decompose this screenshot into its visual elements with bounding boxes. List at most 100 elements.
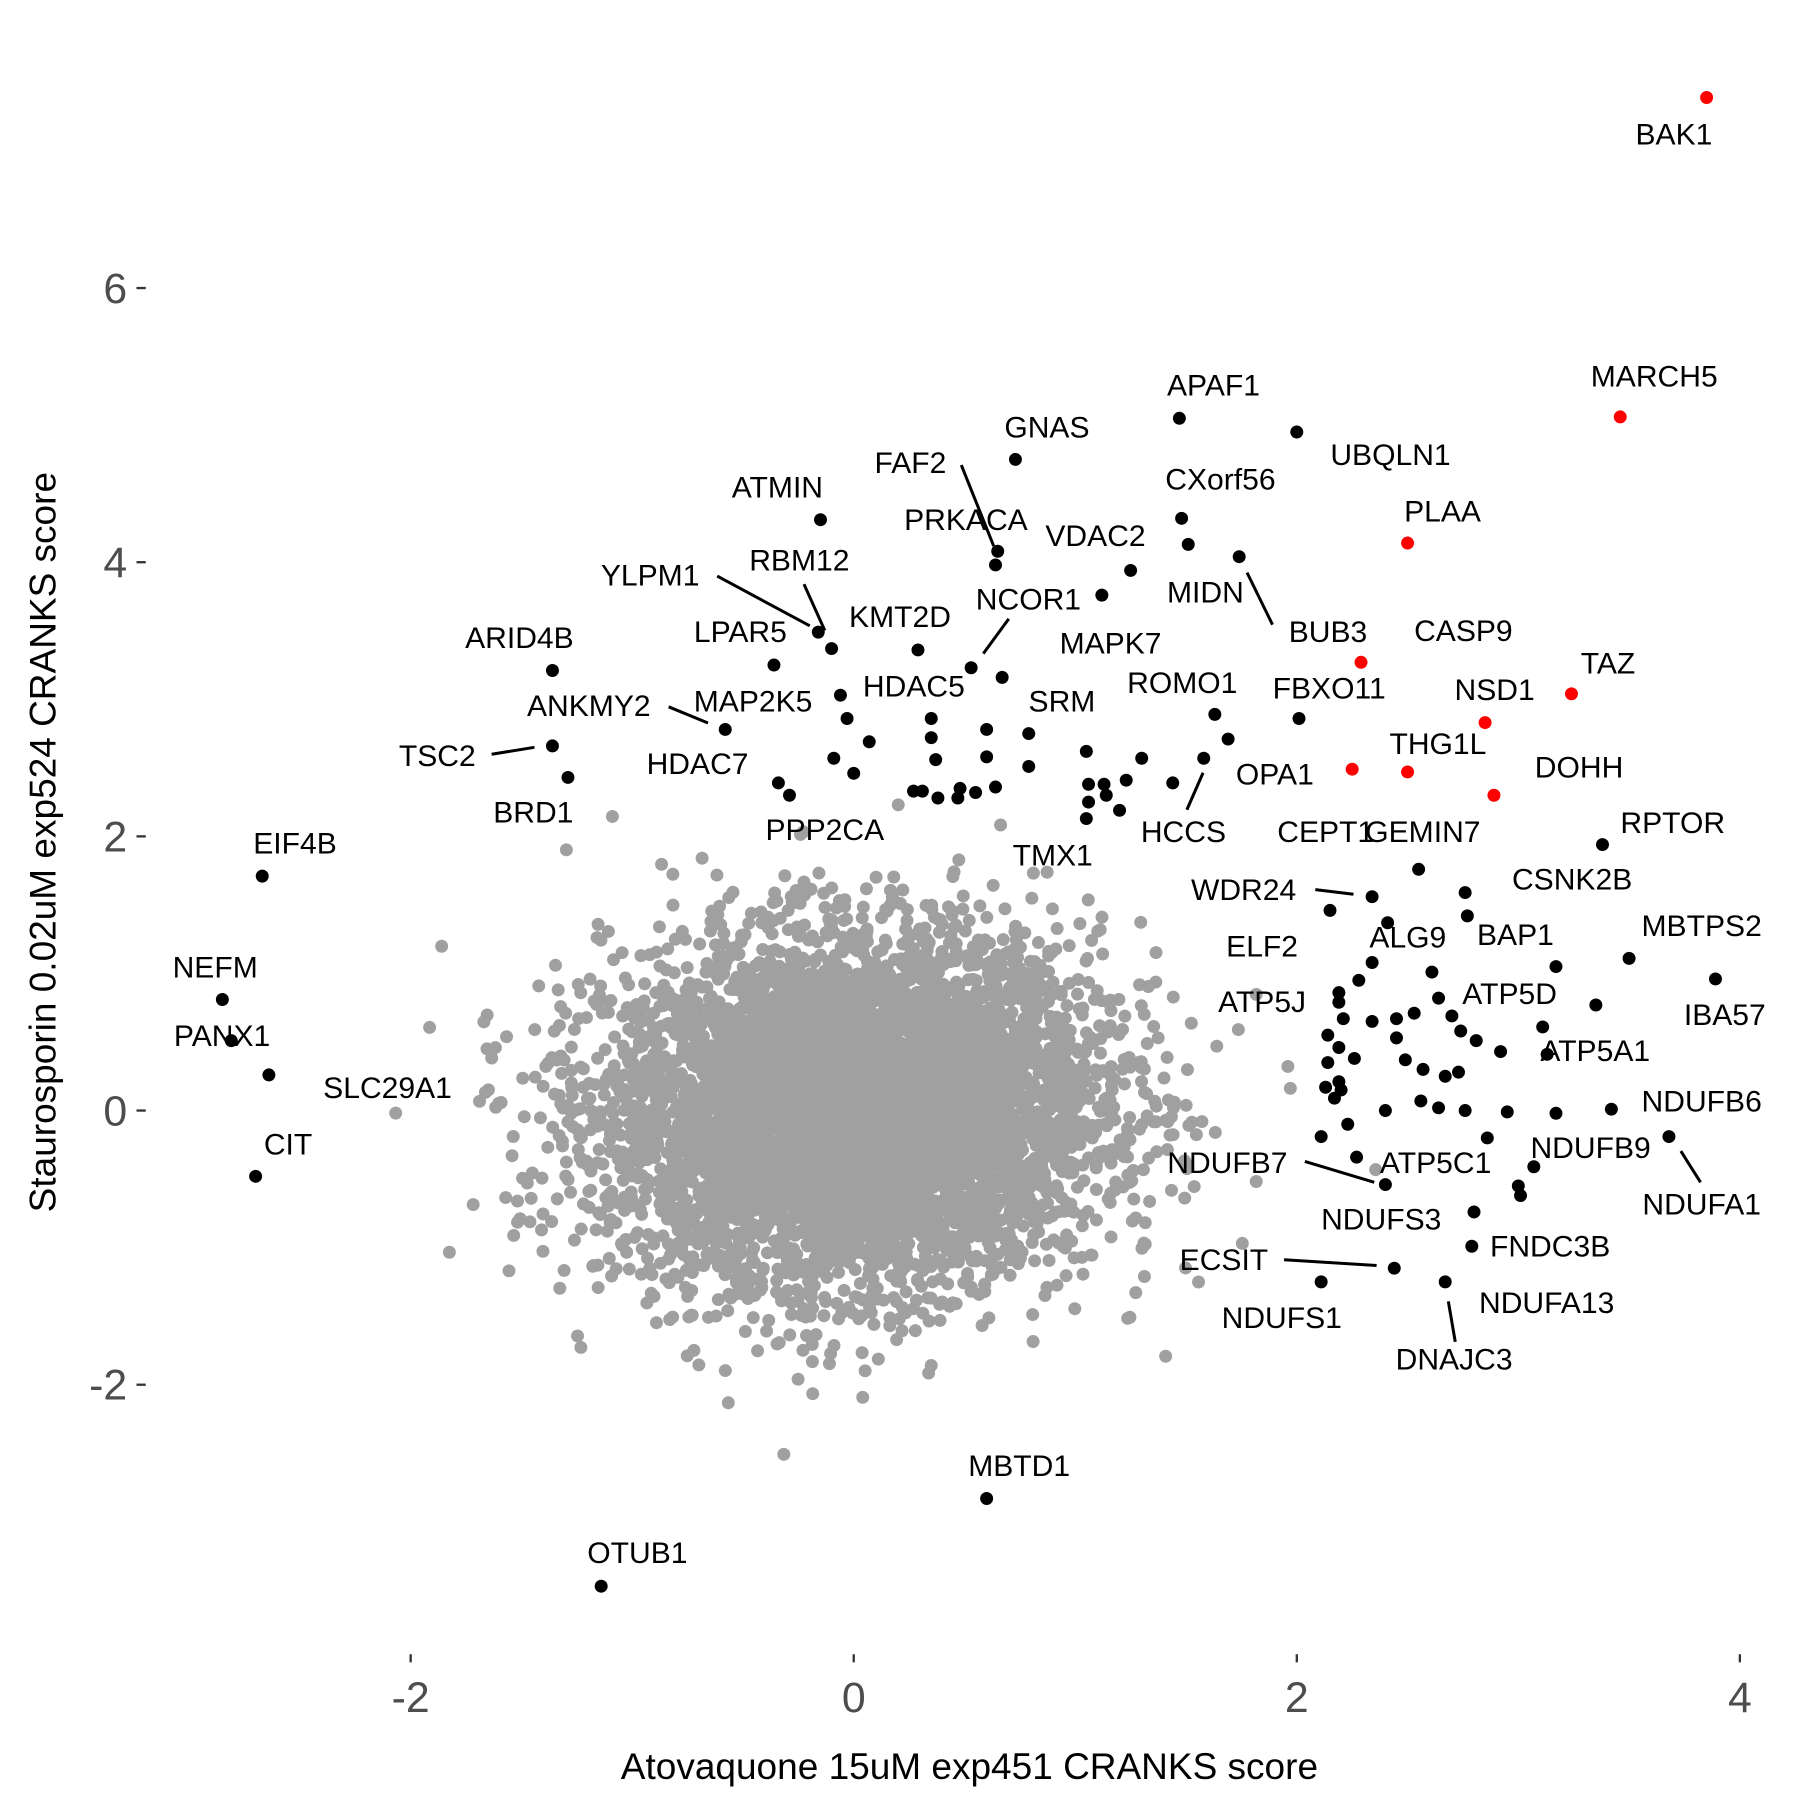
background-point	[685, 1266, 699, 1279]
background-point	[760, 1324, 774, 1338]
background-point	[969, 1249, 983, 1263]
background-point	[1055, 1191, 1069, 1205]
background-point	[586, 1259, 600, 1273]
background-point	[1135, 1118, 1149, 1132]
background-point	[1231, 1023, 1245, 1037]
background-point	[1281, 1059, 1295, 1073]
background-point	[604, 994, 618, 1008]
background-point	[891, 798, 905, 812]
background-point	[913, 922, 927, 936]
background-point	[1147, 1020, 1161, 1034]
background-point	[1140, 1087, 1154, 1101]
background-point	[713, 1226, 727, 1240]
background-point	[1104, 1230, 1118, 1244]
background-point	[863, 1300, 877, 1314]
background-point	[564, 1076, 578, 1090]
background-point	[765, 927, 779, 941]
background-point	[587, 994, 601, 1008]
background-point	[730, 1276, 743, 1290]
background-point	[574, 1222, 588, 1236]
background-point	[1037, 1093, 1051, 1107]
background-point	[1192, 1275, 1206, 1289]
background-point	[619, 1092, 633, 1106]
background-point	[554, 1049, 568, 1063]
background-point	[665, 1136, 679, 1150]
background-point	[1060, 999, 1074, 1013]
background-point	[1140, 1037, 1154, 1050]
background-point	[962, 913, 976, 927]
background-point	[545, 1215, 559, 1229]
background-point	[605, 809, 619, 823]
background-point	[1089, 1183, 1103, 1196]
background-point	[584, 1183, 598, 1197]
background-point	[718, 1268, 732, 1282]
background-point	[565, 1088, 579, 1102]
background-point	[1123, 1310, 1137, 1324]
background-point	[650, 945, 664, 959]
background-point	[511, 1194, 524, 1208]
background-point	[1160, 1143, 1174, 1157]
background-point	[602, 1251, 616, 1265]
background-point	[837, 914, 851, 927]
background-point	[777, 1447, 791, 1461]
background-point	[941, 1277, 955, 1291]
background-point	[970, 952, 984, 966]
background-point	[557, 1263, 571, 1277]
background-point	[952, 853, 966, 867]
background-point	[1159, 1349, 1173, 1363]
background-point	[1052, 1236, 1066, 1250]
background-point	[719, 1236, 733, 1250]
background-point	[1182, 1118, 1196, 1132]
background-point	[796, 1210, 810, 1224]
background-point	[856, 1390, 870, 1404]
background-point	[697, 1259, 711, 1272]
background-point	[1062, 976, 1076, 990]
background-point	[832, 1312, 846, 1326]
background-point	[796, 1343, 810, 1357]
background-point	[856, 900, 870, 914]
background-point	[709, 1236, 723, 1250]
background-point	[1116, 1062, 1130, 1076]
background-point	[1142, 1151, 1156, 1165]
background-point	[652, 920, 666, 934]
background-point	[502, 1264, 516, 1278]
background-point	[1118, 1009, 1132, 1023]
background-point	[770, 1274, 784, 1288]
background-point	[1075, 1219, 1089, 1233]
background-point	[1008, 925, 1022, 939]
background-point	[1179, 1098, 1193, 1112]
background-point	[887, 870, 901, 884]
background-point	[1091, 924, 1105, 938]
background-point	[608, 1030, 622, 1044]
background-point	[721, 1304, 735, 1318]
background-point	[652, 1063, 666, 1077]
background-point	[535, 1171, 549, 1185]
background-point	[859, 882, 873, 896]
background-point	[970, 1208, 984, 1222]
background-point	[909, 1293, 923, 1307]
background-point	[580, 1011, 593, 1025]
background-point	[751, 1344, 765, 1358]
background-point	[956, 902, 970, 916]
background-point	[1096, 1144, 1110, 1158]
background-point	[832, 1265, 845, 1279]
background-point	[1369, 1163, 1383, 1177]
background-point	[842, 1256, 856, 1269]
background-point	[528, 1023, 542, 1037]
background-point	[913, 965, 926, 979]
background-point	[1189, 1128, 1203, 1142]
background-point	[970, 984, 984, 998]
background-point	[796, 825, 810, 839]
background-point	[944, 1212, 958, 1226]
background-point	[739, 962, 753, 976]
background-point	[550, 1192, 564, 1206]
background-point	[1016, 1219, 1030, 1233]
background-point	[760, 1246, 774, 1260]
background-point	[564, 1185, 578, 1199]
background-point	[1283, 1081, 1297, 1095]
background-point	[1136, 1163, 1150, 1177]
background-point	[567, 1022, 581, 1036]
background-point	[506, 1130, 520, 1143]
background-point	[660, 1146, 674, 1160]
background-point	[1138, 1216, 1152, 1230]
